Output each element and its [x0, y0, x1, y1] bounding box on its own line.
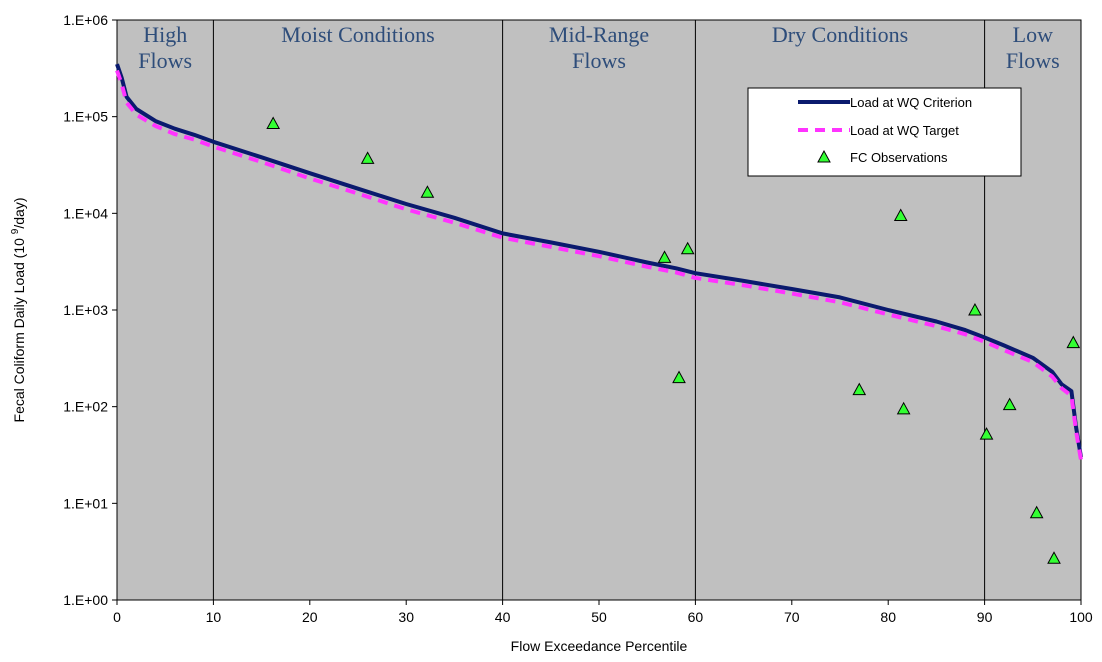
observation-point-7 — [893, 208, 908, 221]
observation-point-0 — [266, 116, 281, 129]
legend-criterion-label: Load at WQ Criterion — [850, 95, 972, 110]
x-tick-label-1: 10 — [206, 609, 222, 625]
legend-box — [747, 87, 1022, 177]
x-tick-label-0: 0 — [113, 609, 121, 625]
region-label-2-0: Mid-Range — [549, 22, 649, 47]
region-label-1-0: Moist Conditions — [281, 22, 434, 47]
observation-point-6 — [852, 382, 867, 396]
region-label-3-0: Dry Conditions — [772, 22, 908, 47]
region-label-2-1: Flows — [572, 48, 626, 73]
x-tick-label-2: 20 — [302, 609, 318, 625]
series-layer — [115, 63, 1083, 564]
x-tick-label-3: 30 — [398, 609, 414, 625]
observation-point-12 — [1029, 505, 1044, 519]
y-tick-label-1: 1.E+01 — [63, 495, 108, 511]
y-tick-label-6: 1.E+06 — [63, 12, 108, 28]
region-label-4-0: Low — [1013, 22, 1053, 47]
legend-observation-label: FC Observations — [850, 150, 948, 165]
x-tick-label-4: 40 — [495, 609, 511, 625]
x-axis-title: Flow Exceedance Percentile — [511, 638, 688, 654]
y-axis-ticks: 1.E+00 1.E+01 1.E+02 1.E+03 1.E+04 1.E+05 1.E+… — [63, 12, 117, 608]
observation-point-8 — [896, 401, 911, 415]
observation-point-9 — [968, 302, 982, 316]
y-tick-label-0: 1.E+00 — [63, 592, 108, 608]
x-tick-label-7: 70 — [784, 609, 800, 625]
x-tick-label-6: 60 — [688, 609, 704, 625]
observation-point-10 — [979, 427, 994, 440]
y-tick-label-2: 1.E+02 — [63, 399, 108, 415]
observation-point-13 — [1047, 551, 1061, 564]
y-tick-label-4: 1.E+04 — [63, 205, 108, 221]
region-label-0-0: High — [143, 22, 187, 47]
x-axis-ticks: 0 10 20 30 40 50 60 70 80 90 100 — [113, 600, 1093, 625]
y-tick-label-3: 1.E+03 — [63, 302, 108, 318]
region-label-4-1: Flows — [1006, 48, 1060, 73]
legend: Load at WQ Criterion Load at WQ Target F… — [747, 87, 1022, 177]
observation-point-3 — [657, 250, 672, 263]
observation-point-11 — [1002, 397, 1017, 411]
observation-point-5 — [680, 241, 695, 255]
legend-observation-marker — [817, 149, 831, 163]
series-line-0 — [115, 63, 1083, 458]
y-tick-label-5: 1.E+05 — [63, 109, 108, 125]
x-tick-label-9: 90 — [977, 609, 993, 625]
x-tick-label-5: 50 — [591, 609, 607, 625]
series-line-1 — [115, 69, 1083, 461]
observation-point-14 — [1066, 335, 1081, 349]
x-tick-label-8: 80 — [880, 609, 896, 625]
x-tick-label-10: 100 — [1069, 609, 1093, 625]
observation-point-2 — [420, 185, 435, 198]
y-axis-title: Fecal Coliform Daily Load (10 9/day) — [10, 198, 27, 423]
legend-target-label: Load at WQ Target — [850, 123, 959, 138]
region-label-0-1: Flows — [138, 48, 192, 73]
observation-point-4 — [672, 370, 686, 384]
observation-point-1 — [360, 151, 375, 164]
